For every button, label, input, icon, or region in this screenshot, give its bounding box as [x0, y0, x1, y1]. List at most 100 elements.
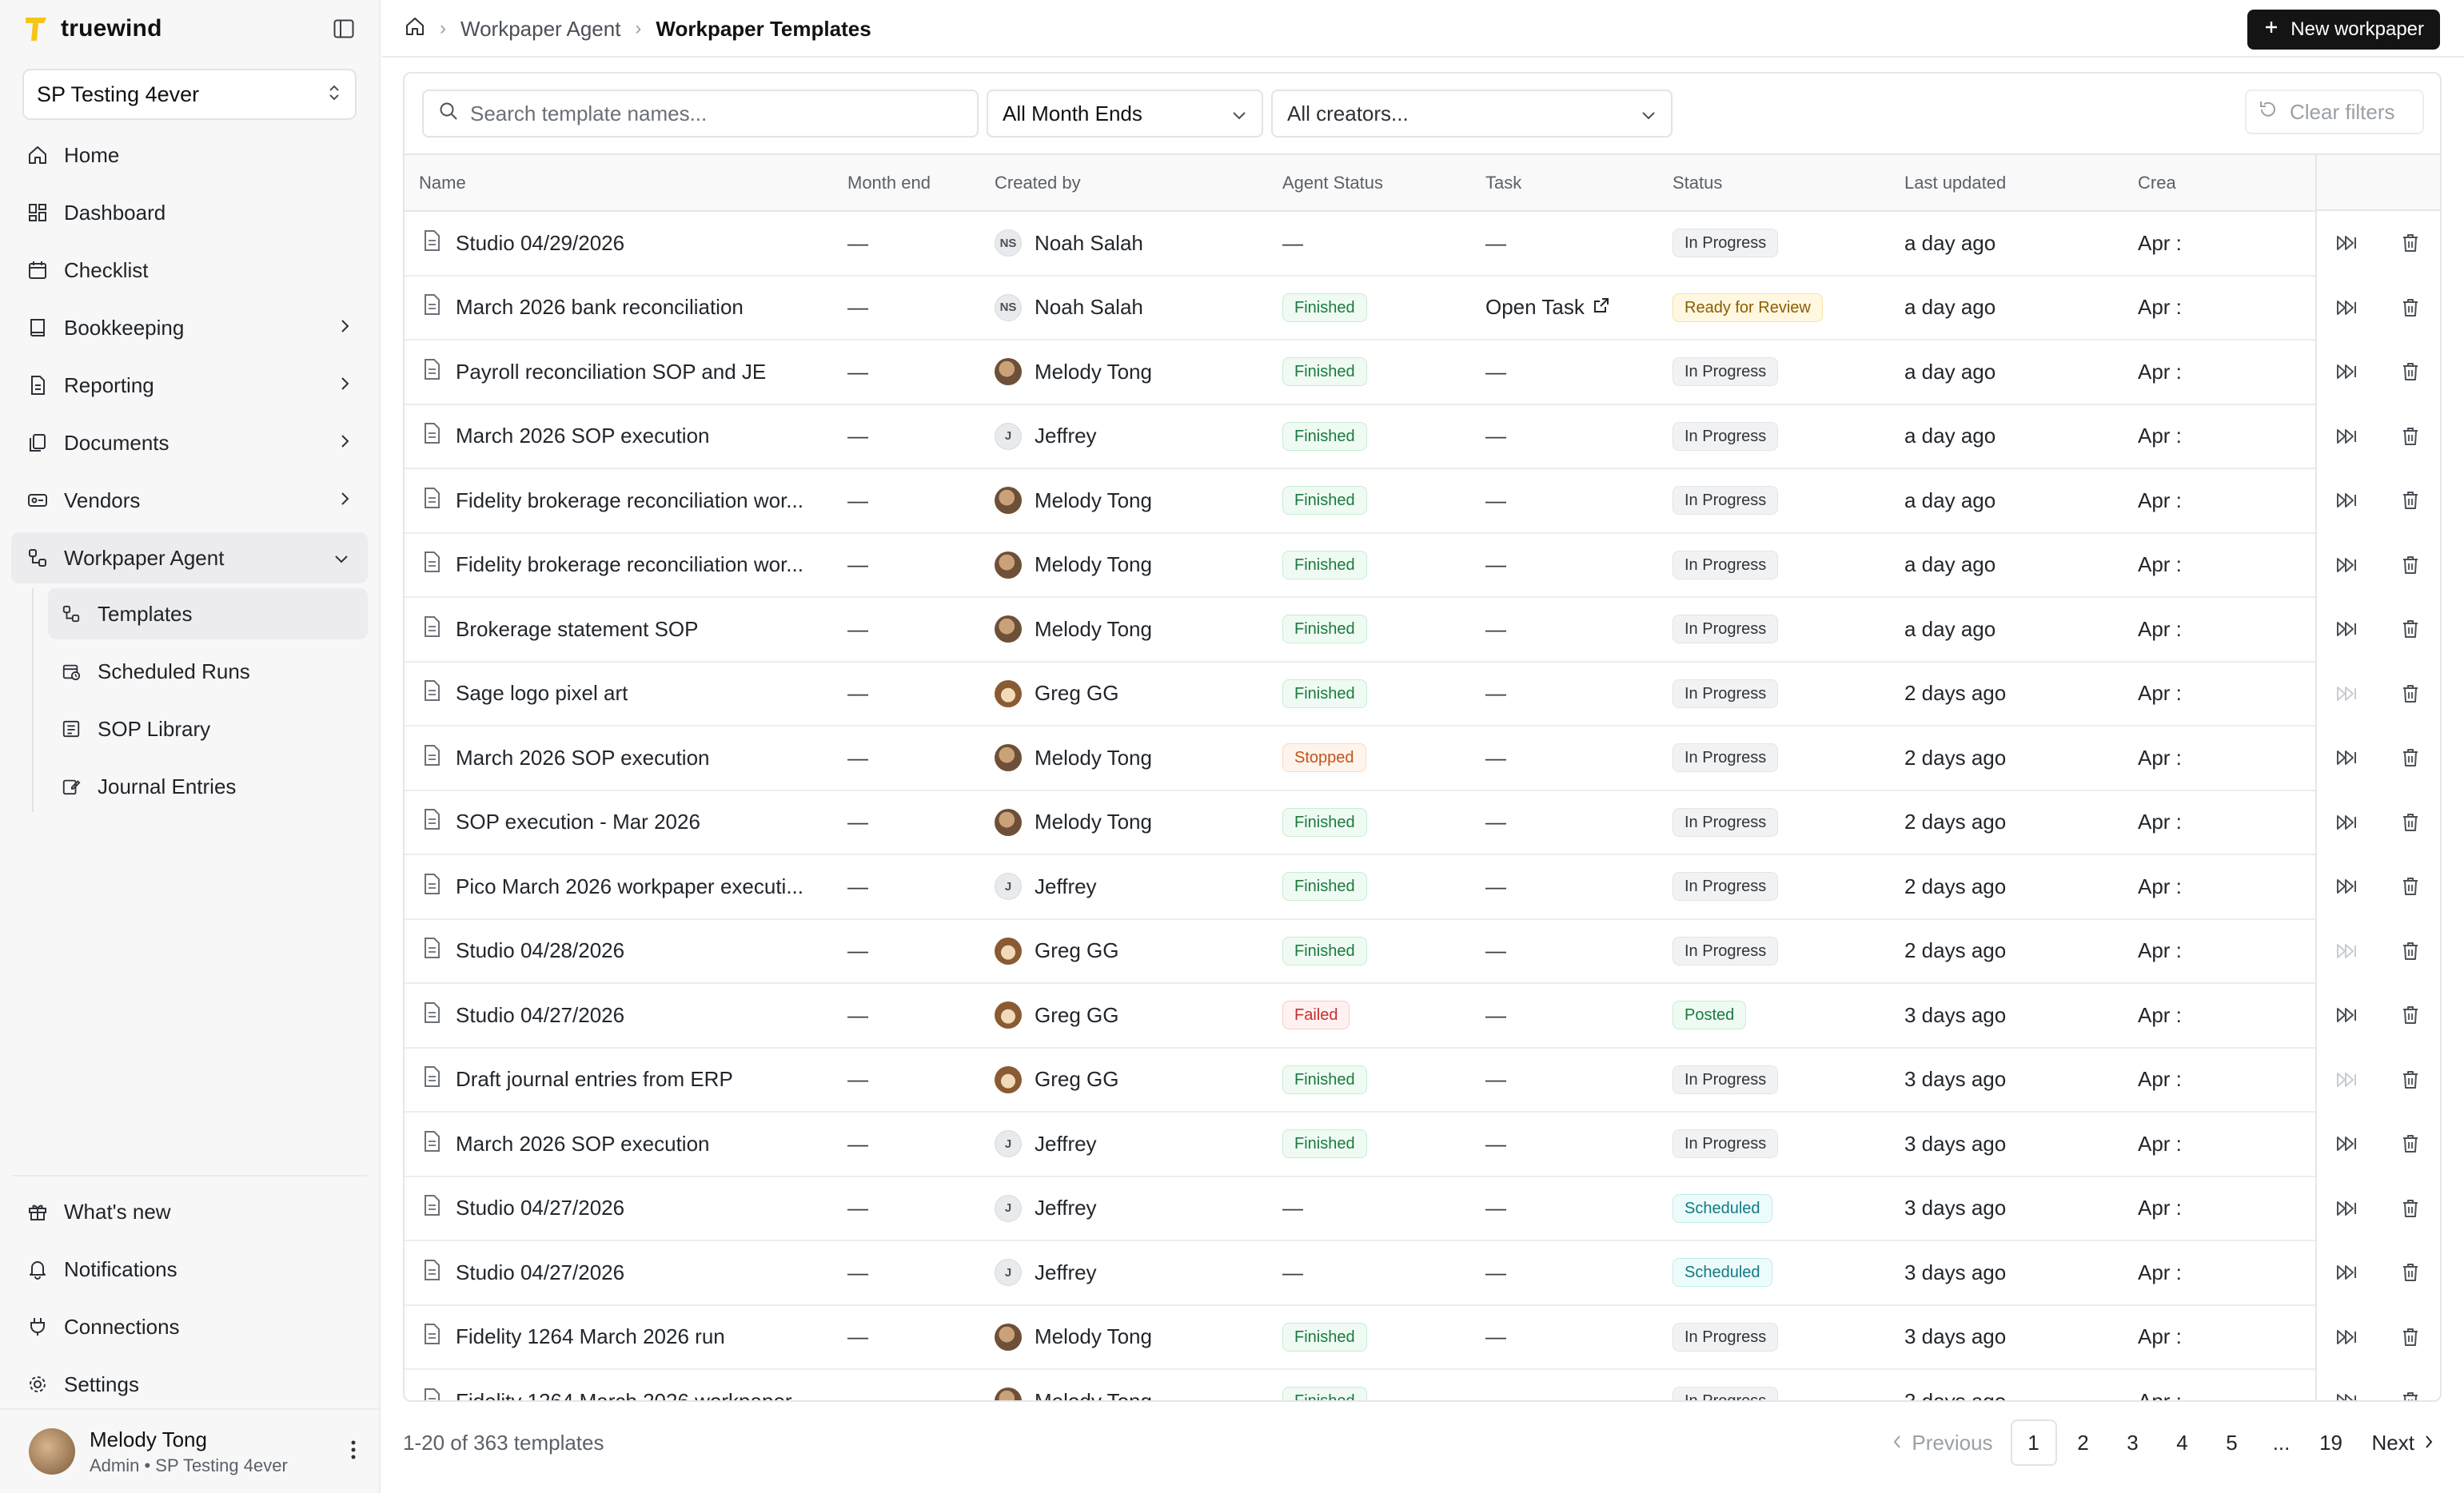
new-workpaper-button[interactable]: New workpaper: [2247, 10, 2440, 50]
trash-icon[interactable]: [2398, 296, 2422, 320]
table-row[interactable]: Sage logo pixel art — Greg GG Finished — In P…: [405, 661, 2440, 727]
trash-icon[interactable]: [2398, 617, 2422, 641]
run-forward-icon[interactable]: [2334, 1132, 2358, 1156]
month-end-select[interactable]: All Month Ends: [987, 90, 1263, 137]
col-name[interactable]: Name: [405, 155, 833, 212]
search-input[interactable]: [470, 101, 966, 126]
cell-name[interactable]: Fidelity brokerage reconciliation wor...: [405, 532, 833, 598]
template-name[interactable]: Studio 04/27/2026: [456, 1002, 625, 1027]
page-3-button[interactable]: 3: [2127, 1430, 2139, 1455]
run-forward-icon[interactable]: [2334, 1196, 2358, 1220]
template-name[interactable]: Draft journal entries from ERP: [456, 1067, 733, 1092]
cell-name[interactable]: Sage logo pixel art: [405, 661, 833, 727]
home-icon[interactable]: [405, 16, 425, 42]
run-forward-icon[interactable]: [2334, 1260, 2358, 1284]
table-row[interactable]: March 2026 bank reconciliation — NS Noah Sa…: [405, 275, 2440, 340]
trash-icon[interactable]: [2398, 1196, 2422, 1220]
brand[interactable]: truewind: [24, 11, 162, 46]
run-forward-icon[interactable]: [2334, 874, 2358, 898]
trash-icon[interactable]: [2398, 1260, 2422, 1284]
trash-icon[interactable]: [2398, 360, 2422, 384]
cell-name[interactable]: SOP execution - Mar 2026: [405, 790, 833, 855]
table-row[interactable]: Draft journal entries from ERP — Greg GG Fi…: [405, 1047, 2440, 1113]
cell-name[interactable]: Brokerage statement SOP: [405, 597, 833, 663]
next-page-button[interactable]: Next: [2361, 1419, 2442, 1466]
template-name[interactable]: March 2026 SOP execution: [456, 1131, 710, 1156]
page-4-button[interactable]: 4: [2176, 1430, 2188, 1455]
nav-templates[interactable]: Templates: [48, 588, 368, 639]
user-menu[interactable]: Melody Tong Admin • SP Testing 4ever: [0, 1408, 381, 1493]
template-name[interactable]: Fidelity brokerage reconciliation wor...: [456, 488, 803, 512]
run-forward-icon[interactable]: [2334, 360, 2358, 384]
cell-name[interactable]: March 2026 SOP execution: [405, 726, 833, 791]
nav-settings[interactable]: Settings: [11, 1359, 368, 1410]
trash-icon[interactable]: [2398, 553, 2422, 577]
template-name[interactable]: Fidelity 1264 March 2026 run: [456, 1324, 725, 1349]
cell-name[interactable]: March 2026 SOP execution: [405, 1112, 833, 1177]
nav-connections[interactable]: Connections: [11, 1301, 368, 1352]
page-5-button[interactable]: 5: [2226, 1430, 2238, 1455]
col-agent-status[interactable]: Agent Status: [1268, 155, 1471, 212]
run-forward-icon[interactable]: [2334, 1003, 2358, 1027]
run-forward-icon[interactable]: [2334, 231, 2358, 255]
nav-checklist[interactable]: Checklist: [11, 245, 368, 296]
run-forward-icon[interactable]: [2334, 424, 2358, 448]
cell-name[interactable]: Draft journal entries from ERP: [405, 1047, 833, 1113]
template-name[interactable]: Studio 04/27/2026: [456, 1196, 625, 1220]
trash-icon[interactable]: [2398, 231, 2422, 255]
template-name[interactable]: Sage logo pixel art: [456, 681, 628, 706]
nav-vendors[interactable]: Vendors: [11, 475, 368, 526]
table-row[interactable]: Fidelity 1264 March 2026 run — Melody Tong…: [405, 1304, 2440, 1370]
table-row[interactable]: Fidelity 1264 March 2026 workpaper — Melod…: [405, 1369, 2440, 1400]
cell-task[interactable]: Open Task: [1471, 275, 1658, 340]
cell-name[interactable]: Pico March 2026 workpaper executi...: [405, 854, 833, 920]
cell-name[interactable]: Studio 04/27/2026: [405, 1176, 833, 1241]
run-forward-icon[interactable]: [2334, 810, 2358, 834]
col-last-updated[interactable]: Last updated: [1890, 155, 2123, 212]
previous-page-button[interactable]: Previous: [1881, 1419, 2003, 1466]
template-name[interactable]: Fidelity brokerage reconciliation wor...: [456, 552, 803, 577]
template-name[interactable]: March 2026 bank reconciliation: [456, 295, 744, 320]
trash-icon[interactable]: [2398, 1132, 2422, 1156]
trash-icon[interactable]: [2398, 682, 2422, 706]
table-row[interactable]: Studio 04/27/2026 — Greg GG Failed — Posted 3 …: [405, 983, 2440, 1049]
template-name[interactable]: Brokerage statement SOP: [456, 616, 699, 641]
cell-name[interactable]: March 2026 bank reconciliation: [405, 275, 833, 340]
trash-icon[interactable]: [2398, 1068, 2422, 1092]
trash-icon[interactable]: [2398, 874, 2422, 898]
table-row[interactable]: March 2026 SOP execution — J Jeffrey Finishe…: [405, 404, 2440, 469]
cell-name[interactable]: Studio 04/28/2026: [405, 918, 833, 984]
cell-name[interactable]: Studio 04/29/2026: [405, 211, 833, 277]
nav-workpaper-agent[interactable]: Workpaper Agent: [11, 532, 368, 583]
cell-name[interactable]: March 2026 SOP execution: [405, 404, 833, 469]
table-row[interactable]: Fidelity brokerage reconciliation wor...…: [405, 468, 2440, 534]
run-forward-icon[interactable]: [2334, 296, 2358, 320]
org-switcher[interactable]: SP Testing 4ever: [22, 69, 357, 120]
more-vertical-icon[interactable]: [350, 1439, 357, 1464]
nav-reporting[interactable]: Reporting: [11, 360, 368, 411]
template-name[interactable]: Pico March 2026 workpaper executi...: [456, 874, 803, 898]
nav-documents[interactable]: Documents: [11, 417, 368, 468]
nav-journal-entries[interactable]: Journal Entries: [48, 761, 368, 812]
nav-whats-new[interactable]: What's new: [11, 1186, 368, 1237]
run-forward-icon[interactable]: [2334, 1389, 2358, 1400]
trash-icon[interactable]: [2398, 1325, 2422, 1349]
table-row[interactable]: Pico March 2026 workpaper executi... — J Je…: [405, 854, 2440, 920]
cell-name[interactable]: Fidelity 1264 March 2026 run: [405, 1304, 833, 1370]
run-forward-icon[interactable]: [2334, 746, 2358, 770]
table-row[interactable]: Studio 04/27/2026 — J Jeffrey — — Scheduled 3 d…: [405, 1176, 2440, 1241]
cell-name[interactable]: Payroll reconciliation SOP and JE: [405, 340, 833, 405]
run-forward-icon[interactable]: [2334, 1325, 2358, 1349]
table-row[interactable]: March 2026 SOP execution — J Jeffrey Finishe…: [405, 1112, 2440, 1177]
nav-sop-library[interactable]: SOP Library: [48, 703, 368, 754]
table-row[interactable]: Studio 04/28/2026 — Greg GG Finished — In Pro…: [405, 918, 2440, 984]
table-row[interactable]: Studio 04/29/2026 — NS Noah Salah — — In Progr…: [405, 211, 2440, 277]
table-row[interactable]: Brokerage statement SOP — Melody Tong Finis…: [405, 597, 2440, 663]
nav-home[interactable]: Home: [11, 129, 368, 181]
trash-icon[interactable]: [2398, 746, 2422, 770]
template-name[interactable]: Studio 04/29/2026: [456, 230, 625, 255]
trash-icon[interactable]: [2398, 424, 2422, 448]
trash-icon[interactable]: [2398, 1003, 2422, 1027]
template-name[interactable]: March 2026 SOP execution: [456, 424, 710, 448]
cell-name[interactable]: Fidelity brokerage reconciliation wor...: [405, 468, 833, 534]
